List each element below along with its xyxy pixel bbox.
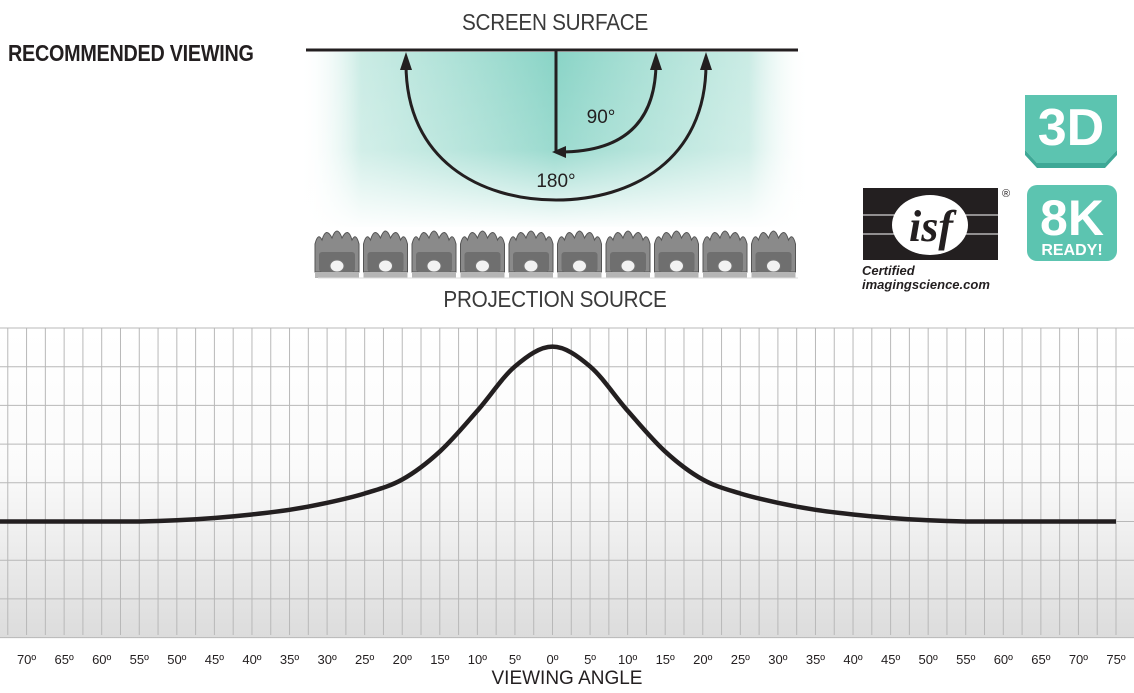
x-tick-label: 70º xyxy=(1068,652,1089,667)
projection-source-label: PROJECTION SOURCE xyxy=(443,286,667,312)
8k-badge-text: 8K xyxy=(1040,190,1104,246)
x-tick-label: 60º xyxy=(92,652,112,667)
isf-logo-text: isf xyxy=(909,202,957,251)
x-tick-label: 45º xyxy=(204,652,224,667)
x-tick-label: 30º xyxy=(317,652,337,667)
angle-90-label: 90° xyxy=(587,107,616,128)
x-tick-label: 10º xyxy=(618,652,638,667)
screen-surface-label: SCREEN SURFACE xyxy=(461,9,649,35)
x-tick-label: 20º xyxy=(392,652,412,667)
x-tick-label: 55º xyxy=(956,652,976,667)
arc-90 xyxy=(559,61,658,154)
x-tick-label: 50º xyxy=(167,652,187,667)
seat-icon xyxy=(508,230,554,278)
x-tick-label: 75º xyxy=(1106,652,1126,667)
seat-icon xyxy=(363,230,408,278)
seat-icon xyxy=(605,230,651,278)
x-axis-label: VIEWING ANGLE xyxy=(491,668,643,689)
seat-icon xyxy=(411,230,457,278)
x-tick-label: 70º xyxy=(16,652,37,667)
isf-caption: Certified imagingscience.com xyxy=(862,264,990,292)
seat-icon xyxy=(702,230,748,278)
isf-certified-text: Certified xyxy=(862,263,915,278)
viewing-angle-chart xyxy=(0,327,1134,639)
arc-180-arrowhead-left xyxy=(400,52,412,70)
arc-90-arrowhead-left xyxy=(552,146,566,158)
seat-icon xyxy=(314,230,360,278)
seat-icon xyxy=(460,230,505,278)
angle-180-label: 180° xyxy=(536,171,575,192)
x-tick-label: 65º xyxy=(1031,652,1051,667)
arc-90-arrowhead-top xyxy=(650,52,662,70)
isf-site-text: imagingscience.com xyxy=(862,277,990,292)
x-tick-label: 5º xyxy=(508,652,521,667)
x-tick-label: 40º xyxy=(242,652,262,667)
arc-180-arrowhead-right xyxy=(700,52,712,70)
viewing-angle-curve xyxy=(0,344,1116,524)
x-tick-label: 15º xyxy=(655,652,675,667)
chart-grid-vertical xyxy=(7,328,1117,635)
isf-logo-icon: isf ® xyxy=(863,188,1010,260)
x-tick-label: 35º xyxy=(279,652,300,667)
x-tick-label: 50º xyxy=(918,652,938,667)
x-tick-label: 35º xyxy=(805,652,826,667)
x-tick-label: 20º xyxy=(693,652,713,667)
viewing-diagram: 90° 180° xyxy=(300,48,810,279)
x-tick-label: 25º xyxy=(355,652,375,667)
x-tick-label: 55º xyxy=(129,652,149,667)
x-tick-label: 60º xyxy=(993,652,1013,667)
seat-icon xyxy=(557,230,602,278)
x-tick-label: 40º xyxy=(843,652,863,667)
x-tick-label: 10º xyxy=(467,652,487,667)
recommended-viewing-label: RECOMMENDED VIEWING xyxy=(8,40,254,66)
8k-ready-text: READY! xyxy=(1041,242,1102,259)
certification-badges: 3D 8K READY! isf ® xyxy=(863,95,1117,261)
8k-ready-badge-icon: 8K READY! xyxy=(1027,185,1117,261)
x-tick-label: 25º xyxy=(730,652,750,667)
x-tick-label: 15º xyxy=(430,652,450,667)
isf-registered-mark: ® xyxy=(1002,188,1010,200)
3d-badge-icon: 3D xyxy=(1025,95,1117,168)
x-tick-label: 45º xyxy=(880,652,901,667)
x-tick-label: 65º xyxy=(54,652,74,667)
x-tick-label: 30º xyxy=(768,652,788,667)
seat-icon xyxy=(654,230,699,278)
arc-180 xyxy=(404,63,708,202)
seat-icon xyxy=(751,230,796,278)
seats-row xyxy=(314,230,796,278)
x-tick-label: 5º xyxy=(584,652,597,667)
3d-badge-text: 3D xyxy=(1038,99,1104,157)
x-tick-label: 0º xyxy=(546,652,559,667)
chart-grid-horizontal xyxy=(0,327,1134,639)
